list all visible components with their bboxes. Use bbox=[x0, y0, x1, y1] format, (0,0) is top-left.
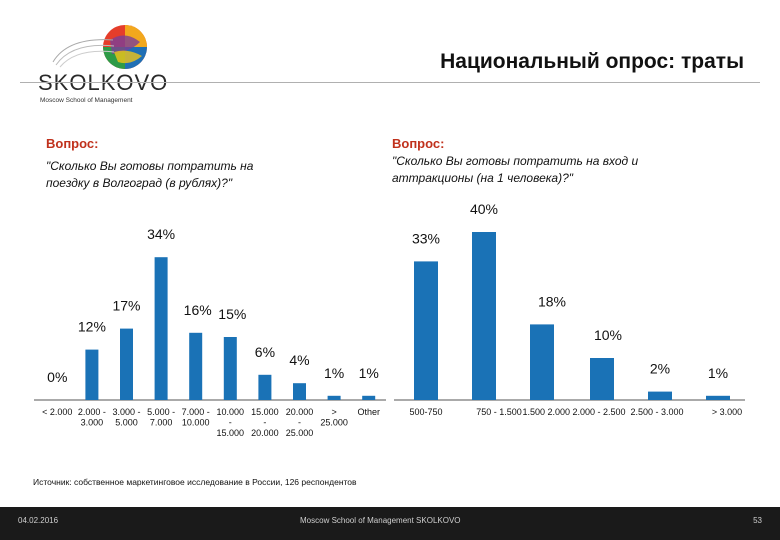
left-bar-5 bbox=[223, 337, 237, 400]
left-question-line1: "Сколько Вы готовы потратить на bbox=[46, 159, 254, 173]
right-tick-label-1: 750 - 1.500 bbox=[476, 407, 522, 417]
left-tick-label-5-2: 15.000 bbox=[217, 428, 245, 438]
slide-title: Национальный опрос: траты bbox=[440, 50, 744, 73]
left-tick-label-9-0: Other bbox=[357, 407, 380, 417]
right-bar-4 bbox=[648, 391, 672, 400]
right-bar-label-0: 33% bbox=[412, 230, 440, 246]
left-tick-label-7-2: 25.000 bbox=[286, 428, 314, 438]
footer-bar: 04.02.2016 Moscow School of Management S… bbox=[0, 507, 780, 540]
left-tick-label-3-1: 7.000 bbox=[150, 418, 173, 428]
logo-swoosh-icon bbox=[52, 39, 115, 68]
right-question-line2: аттракционы (на 1 человека)?" bbox=[392, 171, 574, 185]
left-bar-2 bbox=[120, 328, 133, 400]
right-bar-chart: 33% 40% 18% 10% 2% 1% 500-750 750 - 1.500 1.500 … bbox=[394, 201, 745, 417]
right-question-text: "Сколько Вы готовы потратить на вход и а… bbox=[392, 153, 638, 187]
right-question-line1: "Сколько Вы готовы потратить на вход и bbox=[392, 154, 639, 168]
left-tick-label-0-0: < 2.000 bbox=[42, 407, 72, 417]
left-bar-label-2: 17% bbox=[112, 298, 140, 314]
right-bar-1 bbox=[472, 232, 496, 400]
right-bar-label-4: 2% bbox=[650, 361, 670, 377]
left-bar-label-6: 6% bbox=[255, 344, 275, 360]
left-bar-chart: 0% < 2.000 12% 2.000 -3.000 17% 3.000 -5.000 3… bbox=[34, 226, 386, 438]
left-tick-label-1-0: 2.000 - bbox=[78, 407, 106, 417]
left-tick-label-3-0: 5.000 - bbox=[147, 407, 175, 417]
right-tick-label-3: 2.500 - 3.000 bbox=[630, 407, 683, 417]
left-bar-8 bbox=[327, 395, 341, 400]
left-tick-label-5-0: 10.000 bbox=[217, 407, 245, 417]
left-bar-6 bbox=[258, 374, 272, 400]
right-bar-0 bbox=[414, 261, 438, 400]
right-bar-label-3: 10% bbox=[594, 327, 622, 343]
right-tick-label-0: 500-750 bbox=[409, 407, 442, 417]
left-bar-1 bbox=[85, 349, 99, 400]
left-tick-label-4-1: 10.000 bbox=[182, 418, 210, 428]
right-bar-label-2: 18% bbox=[538, 293, 566, 309]
right-bar-2 bbox=[530, 324, 554, 400]
left-bar-label-8: 1% bbox=[324, 365, 344, 381]
right-question-heading: Вопрос: bbox=[392, 136, 445, 151]
left-bar-label-7: 4% bbox=[289, 352, 309, 368]
left-tick-label-6-2: 20.000 bbox=[251, 428, 279, 438]
left-tick-label-6-1: - bbox=[263, 418, 266, 428]
left-bar-label-4: 16% bbox=[184, 302, 212, 318]
right-bar-label-5: 1% bbox=[708, 365, 728, 381]
right-tick-label-4: > 3.000 bbox=[712, 407, 742, 417]
left-question-heading: Вопрос: bbox=[46, 136, 99, 151]
right-tick-label-2: 1.500 2.000 2.000 - 2.500 bbox=[522, 407, 625, 417]
page-number: 53 bbox=[753, 516, 762, 525]
right-bar-label-1: 40% bbox=[470, 201, 498, 217]
left-tick-label-2-0: 3.000 - bbox=[112, 407, 140, 417]
left-bar-label-3: 34% bbox=[147, 226, 175, 242]
left-bar-label-5: 15% bbox=[218, 306, 246, 322]
left-bar-7 bbox=[293, 383, 306, 400]
left-bar-9 bbox=[362, 395, 376, 400]
left-bar-label-1: 12% bbox=[78, 319, 106, 335]
left-tick-label-7-1: - bbox=[298, 418, 301, 428]
left-tick-label-6-0: 15.000 bbox=[251, 407, 279, 417]
left-question-line2: поездку в Волгоград (в рублях)?" bbox=[46, 176, 233, 190]
left-bar-label-9: 1% bbox=[359, 365, 379, 381]
right-bar-3 bbox=[590, 358, 614, 400]
title-divider bbox=[20, 82, 760, 83]
logo-ball-icon bbox=[103, 25, 147, 69]
left-tick-label-1-1: 3.000 bbox=[81, 418, 104, 428]
left-tick-label-8-1: 25.000 bbox=[320, 418, 348, 428]
left-bar-4 bbox=[189, 332, 203, 400]
left-tick-label-2-1: 5.000 bbox=[115, 418, 138, 428]
logo-subtitle: Moscow School of Management bbox=[40, 97, 133, 104]
left-tick-label-7-0: 20.000 bbox=[286, 407, 314, 417]
left-tick-label-8-0: > bbox=[331, 407, 336, 417]
source-note: Источник: собственное маркетинговое иссл… bbox=[33, 477, 357, 487]
left-bar-label-0: 0% bbox=[47, 369, 67, 385]
left-bar-3 bbox=[154, 257, 168, 400]
left-tick-label-4-0: 7.000 - bbox=[182, 407, 210, 417]
left-question-text: "Сколько Вы готовы потратить на поездку … bbox=[46, 158, 253, 192]
footer-date: 04.02.2016 bbox=[18, 516, 59, 525]
footer-center: Moscow School of Management SKOLKOVO bbox=[300, 516, 461, 525]
right-bar-5 bbox=[706, 395, 730, 400]
left-tick-label-5-1: - bbox=[229, 418, 232, 428]
